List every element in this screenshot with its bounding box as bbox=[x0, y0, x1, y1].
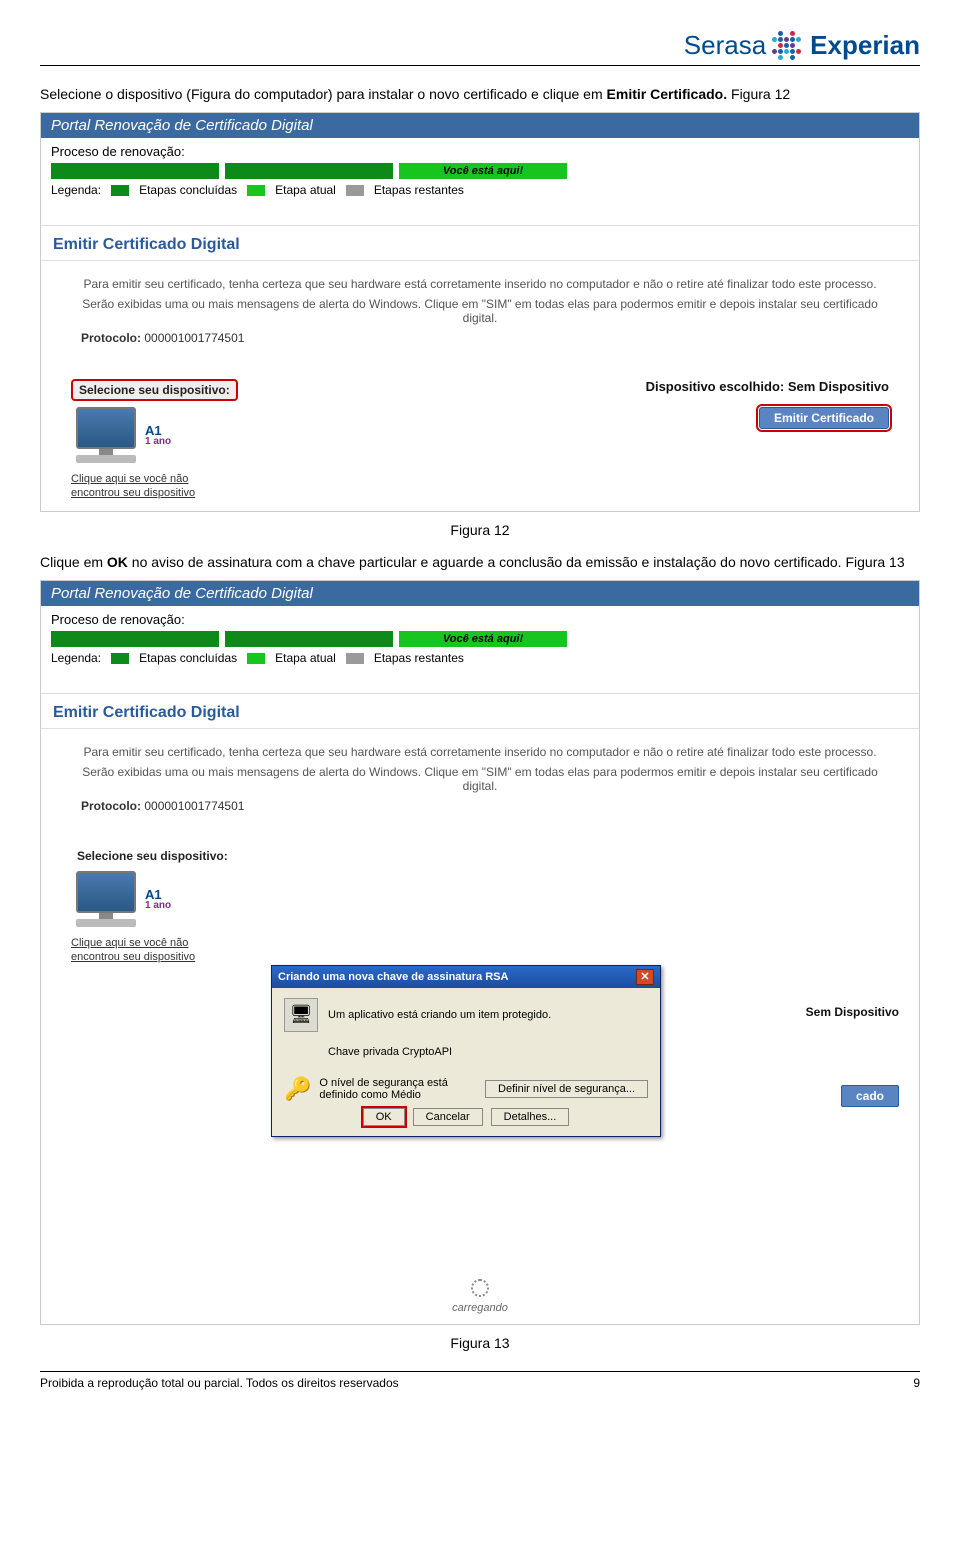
footer-page-number: 9 bbox=[913, 1376, 920, 1390]
emit-certificate-button[interactable]: Emitir Certificado bbox=[759, 407, 889, 429]
behind-emit-button: cado bbox=[841, 1085, 899, 1107]
a1-year: 1 ano bbox=[145, 437, 171, 447]
define-security-button[interactable]: Definir nível de segurança... bbox=[485, 1080, 648, 1098]
steps-bar-2: Você está aqui! bbox=[51, 631, 909, 647]
instructions-p1-2: Para emitir seu certificado, tenha certe… bbox=[81, 745, 879, 759]
step-done-1b bbox=[51, 631, 219, 647]
intro2-post: no aviso de assinatura com a chave parti… bbox=[128, 554, 905, 570]
protocol-label: Protocolo: bbox=[81, 331, 141, 345]
select-device-label-2: Selecione seu dispositivo: bbox=[71, 847, 234, 865]
figure-13-screenshot: Portal Renovação de Certificado Digital … bbox=[40, 580, 920, 1325]
legend-now-text-2: Etapa atual bbox=[275, 651, 336, 665]
step-current: Você está aqui! bbox=[399, 163, 567, 179]
process-label-2: Proceso de renovação: bbox=[51, 612, 909, 627]
rsa-key-dialog: Criando uma nova chave de assinatura RSA… bbox=[271, 965, 661, 1137]
steps-bar: Você está aqui! bbox=[51, 163, 909, 179]
legend-swatch-rest bbox=[346, 185, 364, 196]
dialog-app-icon: 🖥 bbox=[284, 998, 318, 1032]
logo-row: Serasa Experian bbox=[40, 30, 920, 61]
dialog-close-button[interactable]: ✕ bbox=[636, 969, 654, 985]
legend-label: Legenda: bbox=[51, 183, 101, 197]
legend-rest-text: Etapas restantes bbox=[374, 183, 464, 197]
protocol-row: Protocolo: 000001001774501 bbox=[81, 331, 879, 345]
device-not-found-link[interactable]: Clique aqui se você não encontrou seu di… bbox=[71, 473, 231, 501]
step-rest bbox=[573, 163, 909, 179]
instructions-p1: Para emitir seu certificado, tenha certe… bbox=[81, 277, 879, 291]
device-not-found-link-2[interactable]: Clique aqui se você não encontrou seu di… bbox=[71, 937, 231, 965]
step-current-b: Você está aqui! bbox=[399, 631, 567, 647]
protocol-label-2: Protocolo: bbox=[81, 799, 141, 813]
legend-swatch-done bbox=[111, 185, 129, 196]
logo-dots-icon bbox=[772, 31, 804, 61]
device-option-a1[interactable]: A1 1 ano bbox=[71, 407, 171, 463]
portal-title: Portal Renovação de Certificado Digital bbox=[41, 113, 919, 138]
legend-swatch-now-2 bbox=[247, 653, 265, 664]
a1-year-2: 1 ano bbox=[145, 901, 171, 911]
logo-text-experian: Experian bbox=[810, 30, 920, 61]
intro1-pre: Selecione o dispositivo (Figura do compu… bbox=[40, 86, 607, 102]
dialog-details-button[interactable]: Detalhes... bbox=[491, 1108, 570, 1126]
select-device-label: Selecione seu dispositivo: bbox=[71, 379, 238, 401]
intro2-bold: OK bbox=[107, 554, 128, 570]
protocol-value-2: 000001001774501 bbox=[144, 799, 244, 813]
logo-text-serasa: Serasa bbox=[684, 30, 766, 61]
legend-swatch-now bbox=[247, 185, 265, 196]
process-label: Proceso de renovação: bbox=[51, 144, 909, 159]
serasa-experian-logo: Serasa Experian bbox=[684, 30, 920, 61]
legend-done-text: Etapas concluídas bbox=[139, 183, 237, 197]
step-done-2 bbox=[225, 163, 393, 179]
protocol-row-2: Protocolo: 000001001774501 bbox=[81, 799, 879, 813]
figure-12-caption: Figura 12 bbox=[40, 522, 920, 538]
page-footer: Proibida a reprodução total ou parcial. … bbox=[40, 1371, 920, 1390]
chosen-device-text: Dispositivo escolhido: Sem Dispositivo bbox=[646, 379, 889, 394]
protocol-value: 000001001774501 bbox=[144, 331, 244, 345]
intro-paragraph-2: Clique em OK no aviso de assinatura com … bbox=[40, 552, 920, 572]
intro1-post: Figura 12 bbox=[727, 86, 790, 102]
section-title-2: Emitir Certificado Digital bbox=[41, 694, 919, 722]
step-rest-b bbox=[573, 631, 909, 647]
dialog-security-label: O nível de segurança está definido como … bbox=[319, 1077, 477, 1101]
legend-rest-text-2: Etapas restantes bbox=[374, 651, 464, 665]
figure-13-caption: Figura 13 bbox=[40, 1335, 920, 1351]
intro-paragraph-1: Selecione o dispositivo (Figura do compu… bbox=[40, 84, 920, 104]
step-done-1 bbox=[51, 163, 219, 179]
legend-row-2: Legenda: Etapas concluídas Etapa atual E… bbox=[51, 651, 909, 665]
section-title: Emitir Certificado Digital bbox=[41, 226, 919, 254]
intro1-bold: Emitir Certificado. bbox=[607, 86, 728, 102]
key-icon: 🔑 bbox=[284, 1076, 311, 1102]
legend-label-2: Legenda: bbox=[51, 651, 101, 665]
computer-icon-2 bbox=[71, 871, 141, 927]
legend-done-text-2: Etapas concluídas bbox=[139, 651, 237, 665]
header-divider bbox=[40, 65, 920, 66]
legend-swatch-done-2 bbox=[111, 653, 129, 664]
dialog-cancel-button[interactable]: Cancelar bbox=[413, 1108, 483, 1126]
dialog-title-text: Criando uma nova chave de assinatura RSA bbox=[278, 971, 508, 983]
computer-icon bbox=[71, 407, 141, 463]
figure-12-screenshot: Portal Renovação de Certificado Digital … bbox=[40, 112, 920, 512]
legend-swatch-rest-2 bbox=[346, 653, 364, 664]
instructions-p2: Serão exibidas uma ou mais mensagens de … bbox=[81, 297, 879, 325]
dialog-line2: Chave privada CryptoAPI bbox=[328, 1046, 648, 1058]
spinner-icon bbox=[471, 1279, 489, 1297]
loading-text: carregando bbox=[452, 1302, 508, 1314]
portal-title-2: Portal Renovação de Certificado Digital bbox=[41, 581, 919, 606]
intro2-pre: Clique em bbox=[40, 554, 107, 570]
instructions-p2-2: Serão exibidas uma ou mais mensagens de … bbox=[81, 765, 879, 793]
dialog-ok-button[interactable]: OK bbox=[363, 1108, 405, 1126]
loading-indicator: carregando bbox=[41, 1279, 919, 1314]
footer-copyright: Proibida a reprodução total ou parcial. … bbox=[40, 1376, 399, 1390]
dialog-titlebar: Criando uma nova chave de assinatura RSA… bbox=[272, 966, 660, 988]
step-done-2b bbox=[225, 631, 393, 647]
legend-row: Legenda: Etapas concluídas Etapa atual E… bbox=[51, 183, 909, 197]
a1-badge-2: A1 1 ano bbox=[145, 888, 171, 911]
device-option-a1-2[interactable]: A1 1 ano bbox=[71, 871, 171, 927]
dialog-line1: Um aplicativo está criando um item prote… bbox=[328, 1009, 551, 1021]
a1-badge: A1 1 ano bbox=[145, 424, 171, 447]
behind-chosen-text: Sem Dispositivo bbox=[806, 1005, 899, 1019]
legend-now-text: Etapa atual bbox=[275, 183, 336, 197]
